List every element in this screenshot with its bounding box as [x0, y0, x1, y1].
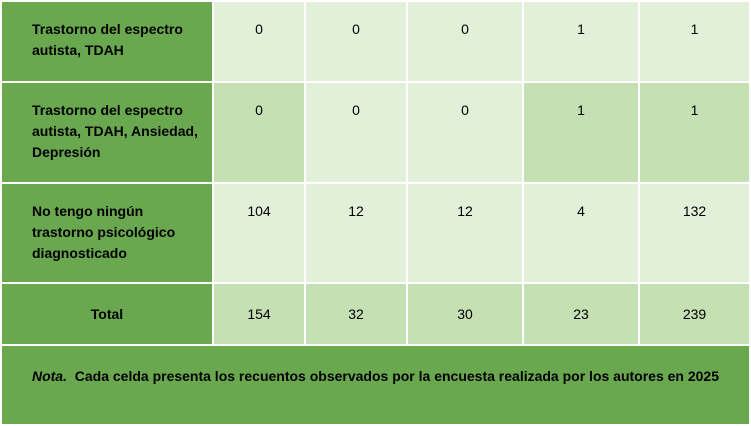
- cell-value: 1: [522, 0, 640, 83]
- table-row: No tengo ningún trastorno psicológico di…: [0, 182, 751, 284]
- cell-value: 1: [638, 81, 751, 184]
- cell-value: 1: [522, 81, 640, 184]
- cell-value: 32: [304, 282, 408, 346]
- row-label-total: Total: [0, 282, 214, 346]
- note-text: Cada celda presenta los recuentos observ…: [74, 368, 720, 384]
- row-label: Trastorno del espectro autista, TDAH, An…: [0, 81, 214, 184]
- table-row-total: Total 154 32 30 23 239: [0, 282, 751, 346]
- cell-value: 132: [638, 182, 751, 284]
- cell-value: 104: [212, 182, 306, 284]
- cell-value: 12: [406, 182, 524, 284]
- table-row: Trastorno del espectro autista, TDAH, An…: [0, 81, 751, 184]
- cell-value: 4: [522, 182, 640, 284]
- row-label: No tengo ningún trastorno psicológico di…: [0, 182, 214, 284]
- cell-value: 0: [304, 0, 408, 83]
- cell-value: 0: [406, 81, 524, 184]
- cell-value: 0: [212, 0, 306, 83]
- cell-value: 30: [406, 282, 524, 346]
- note-prefix: Nota.: [31, 368, 67, 384]
- cell-value: 0: [406, 0, 524, 83]
- note-row: Nota. Cada celda presenta los recuentos …: [0, 344, 751, 426]
- cell-value: 0: [304, 81, 408, 184]
- cell-value: 23: [522, 282, 640, 346]
- cell-value: 1: [638, 0, 751, 83]
- table-note: Nota. Cada celda presenta los recuentos …: [0, 344, 751, 426]
- row-label: Trastorno del espectro autista, TDAH: [0, 0, 214, 83]
- cell-value: 12: [304, 182, 408, 284]
- cell-value: 239: [638, 282, 751, 346]
- cell-value: 154: [212, 282, 306, 346]
- table-row: Trastorno del espectro autista, TDAH 0 0…: [0, 0, 751, 83]
- cell-value: 0: [212, 81, 306, 184]
